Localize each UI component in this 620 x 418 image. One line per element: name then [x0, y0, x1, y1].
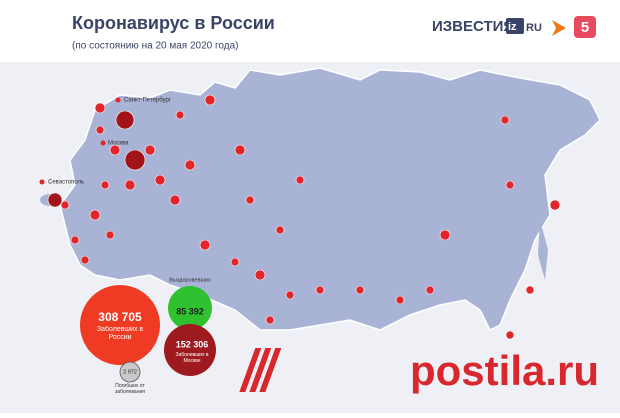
- recovered-bubble: [168, 286, 212, 330]
- deaths-bubble: [119, 361, 141, 383]
- logo-ru: RU: [526, 22, 542, 34]
- logo-iz: iz: [508, 21, 517, 33]
- moscow-label: Заболевших в Москве: [175, 352, 209, 364]
- city-dot: [115, 97, 121, 103]
- moscow-bubble: [164, 324, 216, 376]
- deaths-value: 2 972: [123, 369, 137, 375]
- deaths-label-box: Погибших от заболевания: [115, 383, 145, 395]
- title: Коронавирус в России: [72, 13, 275, 33]
- watermark: postila.ru: [410, 347, 599, 394]
- moscow-value: 152 306: [176, 339, 209, 349]
- logo-5-box: [574, 16, 596, 38]
- sakhalin: [538, 220, 548, 280]
- cases-bubble: [80, 285, 160, 365]
- region-markers: [47, 94, 561, 340]
- recovered-value: 85 392: [176, 306, 204, 316]
- city-dot: [100, 140, 106, 146]
- watermark-icon: [239, 348, 282, 392]
- city-label: Санкт-Петербург: [124, 98, 172, 104]
- city-label: Москва: [108, 141, 129, 147]
- logo-iz-box: [506, 18, 524, 34]
- russia-map: [59, 67, 601, 332]
- deaths-label: Погибших от заболевания: [115, 383, 145, 395]
- cases-label: Заболевших в России: [96, 326, 144, 342]
- logo-izvestia: ИЗВЕСТИЯ: [432, 18, 514, 35]
- recovered-label: Выздоровевших: [169, 277, 211, 283]
- cases-value: 308 705: [98, 310, 142, 324]
- city-label: Севастополь: [48, 180, 84, 186]
- logo-5: 5: [581, 19, 589, 36]
- moscow-label-box: Заболевших в Москве: [175, 352, 209, 364]
- subtitle: (по состоянию на 20 мая 2020 года): [72, 41, 239, 52]
- cases-label-box: Заболевших в России: [96, 326, 144, 342]
- logo-ren: [552, 20, 566, 36]
- city-dot: [39, 179, 45, 185]
